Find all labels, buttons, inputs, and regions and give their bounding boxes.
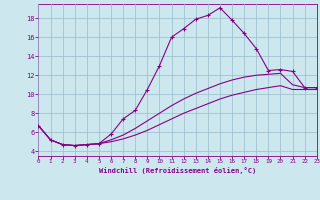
X-axis label: Windchill (Refroidissement éolien,°C): Windchill (Refroidissement éolien,°C) (99, 167, 256, 174)
